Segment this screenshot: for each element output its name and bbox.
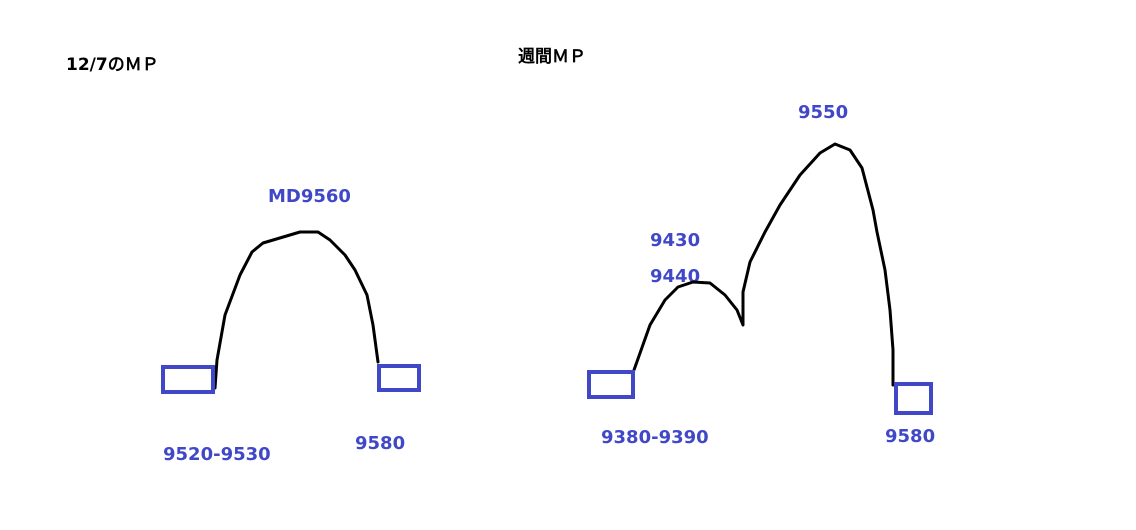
weekly-left-box bbox=[587, 370, 635, 399]
daily-peak-label: MD9560 bbox=[268, 186, 351, 207]
daily-left-box bbox=[161, 365, 215, 394]
weekly-right-box bbox=[894, 382, 933, 415]
weekly-right-label: 9580 bbox=[885, 426, 935, 447]
daily-left-label: 9520-9530 bbox=[163, 444, 271, 465]
daily-right-box bbox=[377, 364, 421, 392]
weekly-left-label: 9380-9390 bbox=[601, 427, 709, 448]
daily-right-label: 9580 bbox=[355, 433, 405, 454]
daily-mp-title: 12/7のＭＰ bbox=[66, 55, 159, 75]
weekly-mid-label-lower: 9440 bbox=[650, 266, 700, 287]
weekly-mid-label-upper: 9430 bbox=[650, 230, 700, 251]
daily-profile-curve bbox=[213, 230, 380, 390]
weekly-profile-curve bbox=[632, 142, 895, 387]
weekly-mp-title: 週間ＭＰ bbox=[518, 47, 586, 67]
weekly-peak-label: 9550 bbox=[798, 102, 848, 123]
